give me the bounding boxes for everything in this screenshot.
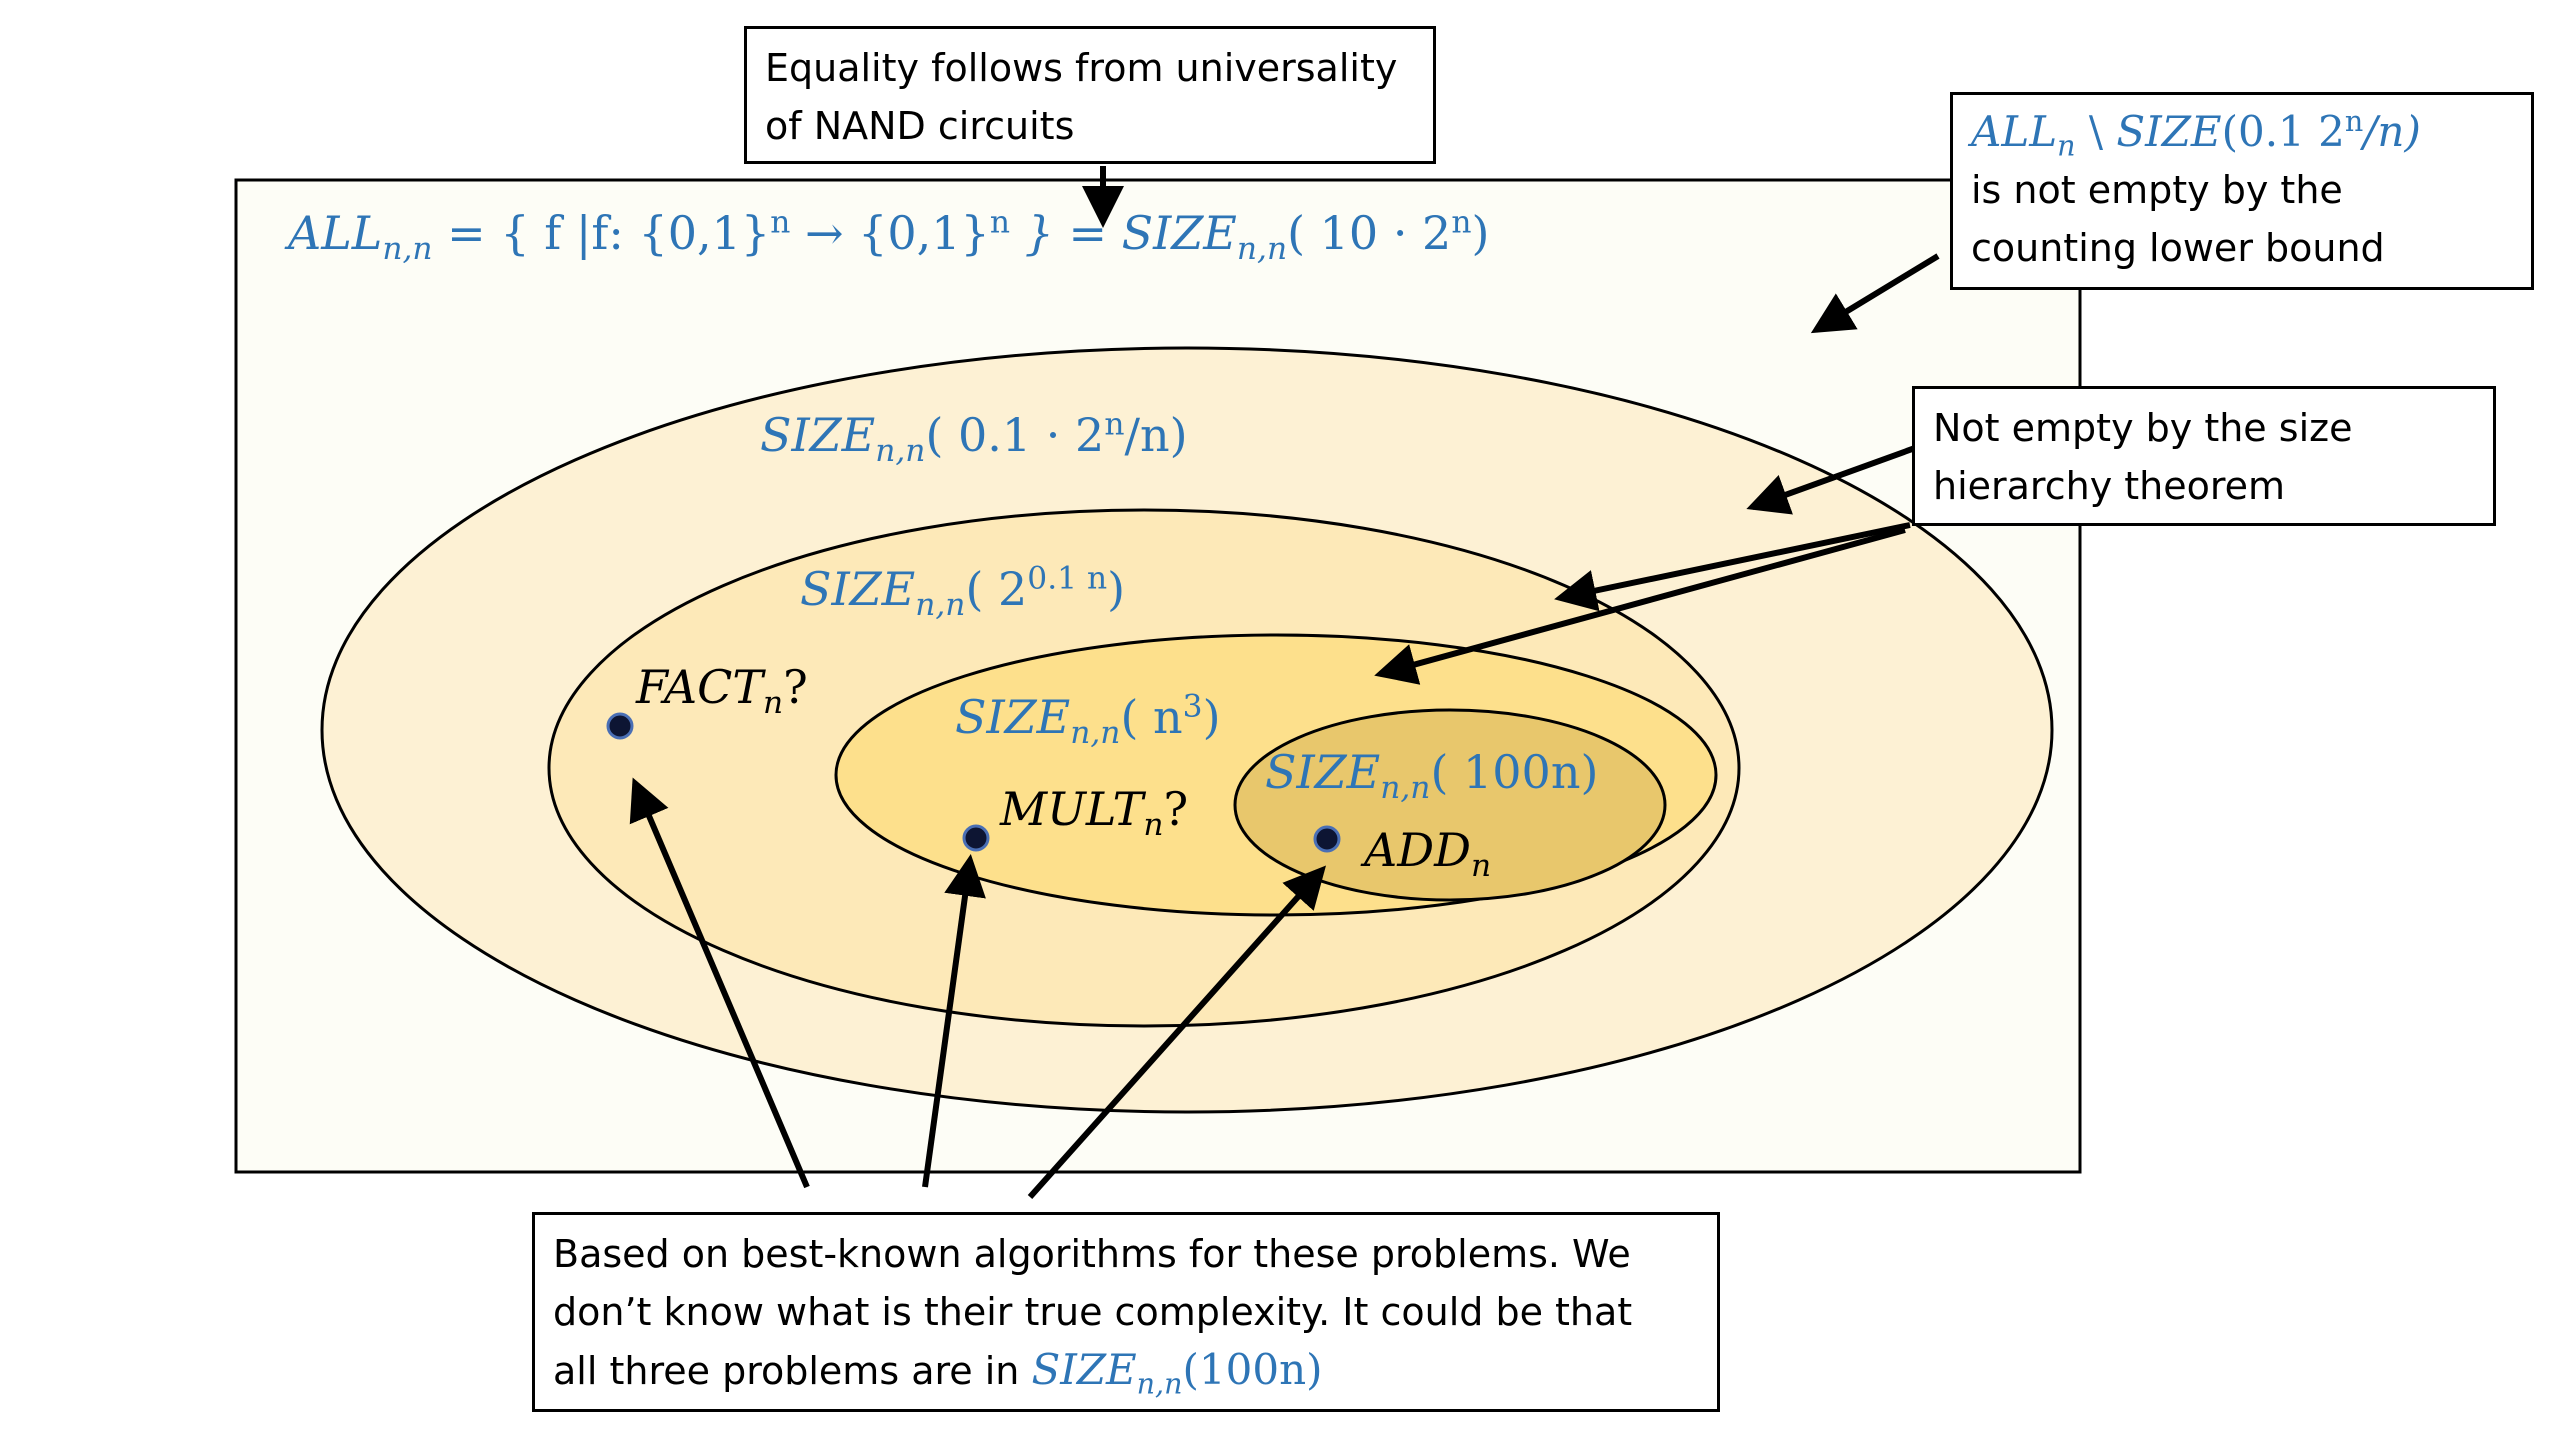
arrow-to-mult [922,854,986,1188]
fact-point [606,712,634,740]
arrow-hierarchy-1 [1746,445,1917,515]
equality-callout: Equality follows from universality of NA… [744,26,1436,164]
counting-bound-callout: ALLn \ SIZE(0.1 2n/n) is not empty by th… [1950,92,2534,290]
size-exp-label: SIZEn,n( 20.1 n) [800,560,1126,624]
equality-callout-line1: Equality follows from universality [765,46,1398,90]
size-100n-label: SIZEn,n( 100n) [1265,745,1599,807]
hierarchy-callout: Not empty by the size hierarchy theorem [1912,386,2496,526]
best-known-callout: Based on best-known algorithms for these… [532,1212,1720,1412]
add-point [1313,825,1341,853]
equality-callout-line2: of NAND circuits [765,104,1075,148]
mult-label: MULTn? [1000,782,1189,844]
size-n3-label: SIZEn,n( n3) [955,688,1221,752]
size-01-label: SIZEn,n( 0.1 · 2n/n) [760,406,1188,470]
all-functions-equation: ALLn,n = { f |f: {0,1}n → {0,1}n } = SIZ… [288,204,1490,268]
best-known-line3: all three problems are in SIZEn,n(100n) [553,1345,1323,1401]
counting-bound-line2: is not empty by the [1971,168,2343,212]
hierarchy-callout-line2: hierarchy theorem [1933,464,2286,508]
fact-label: FACTn? [636,660,808,722]
best-known-line1: Based on best-known algorithms for these… [553,1232,1631,1276]
hierarchy-callout-line1: Not empty by the size [1933,406,2353,450]
arrow-hierarchy-3 [1374,527,1906,685]
size-100n-ellipse [1233,708,1667,902]
arrow-counting [1810,253,1940,334]
mult-point [962,824,990,852]
add-label: ADDn [1364,823,1492,885]
arrow-to-add [1027,865,1326,1199]
arrow-hierarchy-2 [1554,522,1911,612]
counting-bound-math: ALLn \ SIZE(0.1 2n/n) [1971,104,2421,163]
arrow-to-fact [629,777,810,1189]
counting-bound-line3: counting lower bound [1971,226,2385,270]
best-known-line2: don’t know what is their true complexity… [553,1290,1633,1334]
